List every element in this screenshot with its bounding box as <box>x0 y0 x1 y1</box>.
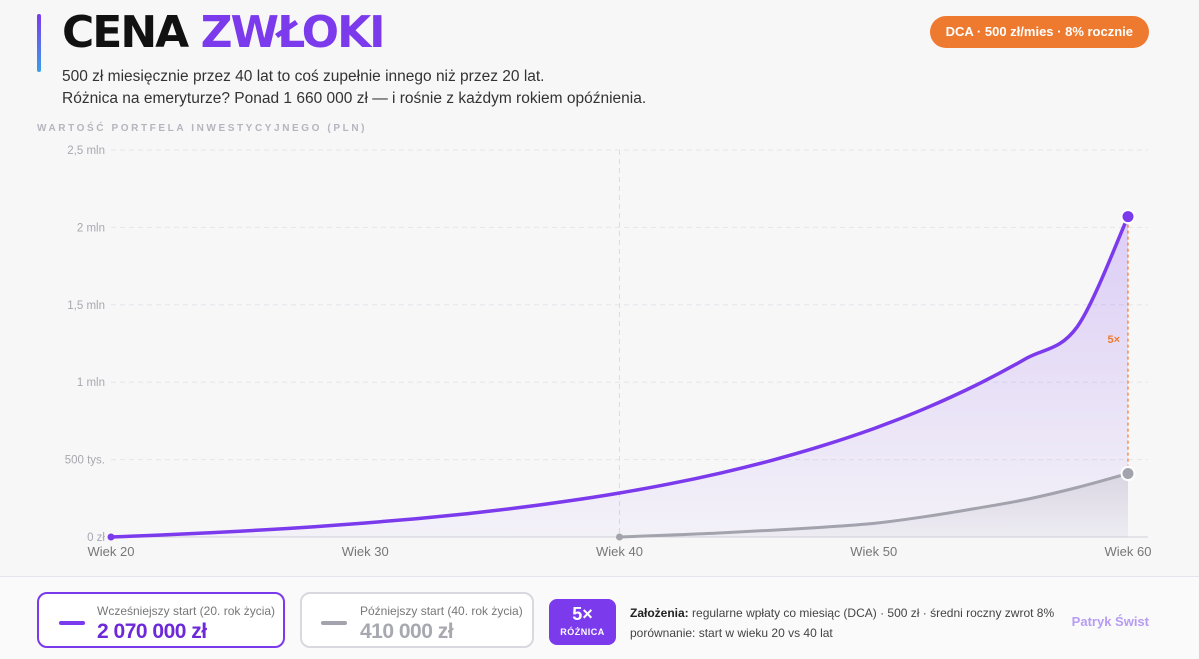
x-tick-label: Wiek 40 <box>596 544 643 559</box>
late-start-value: 410 000 zł <box>360 620 454 643</box>
early-start-card: Wcześniejszy start (20. rok życia) 2 070… <box>37 592 285 648</box>
multiplier-badge: 5× RÓŻNICA <box>549 599 616 645</box>
multiplier-label: RÓŻNICA <box>560 627 605 637</box>
x-tick-label: Wiek 20 <box>88 544 135 559</box>
title-part-1: CENA <box>62 7 189 58</box>
late-start-area <box>619 473 1128 537</box>
y-tick-label: 1,5 mln <box>67 300 105 312</box>
assumptions-line-1: regularne wpłaty co miesiąc (DCA) · 500 … <box>692 606 1055 620</box>
footer: Wcześniejszy start (20. rok życia) 2 070… <box>0 576 1199 659</box>
x-tick-label: Wiek 50 <box>850 544 897 559</box>
assumptions: Założenia: regularne wpłaty co miesiąc (… <box>630 603 1054 643</box>
title-part-2: ZWŁOKI <box>200 7 386 58</box>
assumption-badge: DCA · 500 zł/mies · 8% rocznie <box>929 16 1149 48</box>
late-start-start-point <box>616 533 623 541</box>
early-start-end-point <box>1120 209 1136 225</box>
early-start-label: Wcześniejszy start (20. rok życia) <box>97 604 276 618</box>
early-start-start-point <box>107 533 115 541</box>
y-axis-title: WARTOŚĆ PORTFELA INWESTYCYJNEGO (PLN) <box>37 123 368 134</box>
early-start-line <box>109 214 1130 539</box>
multiplier-value: 5× <box>572 604 593 624</box>
assumptions-title: Założenia: <box>630 606 689 620</box>
late-start-end-point <box>1120 466 1136 482</box>
late-start-label: Późniejszy start (40. rok życia) <box>360 604 523 618</box>
page-title: CENA ZWŁOKI <box>62 6 386 60</box>
subtitle: 500 zł miesięcznie przez 40 lat to coś z… <box>62 66 646 110</box>
x-tick-label: Wiek 30 <box>342 544 389 559</box>
early-start-value: 2 070 000 zł <box>97 620 207 643</box>
subtitle-line-1: 500 zł miesięcznie przez 40 lat to coś z… <box>62 68 545 85</box>
early-start-area <box>111 216 1128 537</box>
difference-label: 5× <box>1107 334 1120 346</box>
y-tick-label: 2,5 mln <box>67 145 105 157</box>
x-tick-label: Wiek 60 <box>1105 544 1152 559</box>
y-tick-label: 2 mln <box>77 222 105 234</box>
late-start-line <box>618 472 1130 539</box>
title-accent-bar <box>37 14 41 72</box>
late-start-card: Późniejszy start (40. rok życia) 410 000… <box>300 592 534 648</box>
y-tick-label: 500 tys. <box>65 455 105 467</box>
assumptions-line-2: porównanie: start w wieku 20 vs 40 lat <box>630 626 833 640</box>
y-tick-label: 1 mln <box>77 377 105 389</box>
early-legend-swatch <box>59 621 85 625</box>
y-tick-label: 0 zł <box>87 532 105 544</box>
late-legend-swatch <box>321 621 347 625</box>
author-credit: Patryk Świst <box>1071 614 1149 629</box>
portfolio-growth-chart: 0 zł 500 tys. 1 mln 1,5 mln 2 mln 2,5 mln Wiek… <box>65 145 1152 559</box>
subtitle-line-2: Różnica na emeryturze? Ponad 1 660 000 z… <box>62 90 647 107</box>
